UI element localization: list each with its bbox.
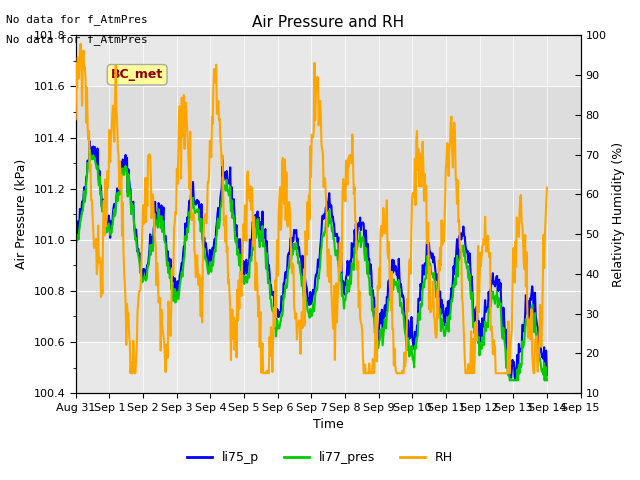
X-axis label: Time: Time — [313, 419, 344, 432]
Text: No data for f_AtmPres: No data for f_AtmPres — [6, 34, 148, 45]
li75_p — [72, 231, 79, 237]
Line: li75_p: li75_p — [76, 141, 547, 380]
RH — [127, 371, 134, 376]
li75_p — [85, 163, 93, 168]
RH — [77, 41, 84, 47]
li77_pres — [86, 147, 93, 153]
Line: li77_pres: li77_pres — [76, 150, 547, 380]
li77_pres — [85, 166, 93, 172]
li77_pres — [149, 248, 157, 254]
li77_pres — [500, 325, 508, 331]
RH — [500, 371, 508, 376]
li75_p — [86, 138, 93, 144]
Y-axis label: Air Pressure (kPa): Air Pressure (kPa) — [15, 159, 28, 269]
li75_p — [227, 165, 234, 170]
RH — [86, 168, 93, 173]
Y-axis label: Relativity Humidity (%): Relativity Humidity (%) — [612, 142, 625, 287]
Text: No data for f_AtmPres: No data for f_AtmPres — [6, 14, 148, 25]
li77_pres — [72, 242, 79, 248]
Bar — [76, 86, 580, 342]
RH — [199, 258, 207, 264]
Title: Air Pressure and RH: Air Pressure and RH — [252, 15, 404, 30]
li75_p — [500, 305, 508, 311]
li77_pres — [506, 377, 513, 383]
RH — [150, 209, 157, 215]
li75_p — [541, 377, 548, 383]
li77_pres — [469, 324, 477, 330]
li77_pres — [227, 184, 234, 190]
li77_pres — [543, 377, 551, 383]
li75_p — [469, 310, 477, 315]
RH — [227, 357, 235, 363]
li75_p — [149, 244, 157, 250]
Line: RH: RH — [76, 44, 547, 373]
Legend: li75_p, li77_pres, RH: li75_p, li77_pres, RH — [182, 446, 458, 469]
li77_pres — [198, 232, 206, 238]
RH — [470, 371, 477, 376]
RH — [72, 116, 79, 122]
li75_p — [198, 222, 206, 228]
RH — [543, 185, 551, 191]
li75_p — [543, 372, 551, 378]
Text: BC_met: BC_met — [111, 68, 163, 81]
